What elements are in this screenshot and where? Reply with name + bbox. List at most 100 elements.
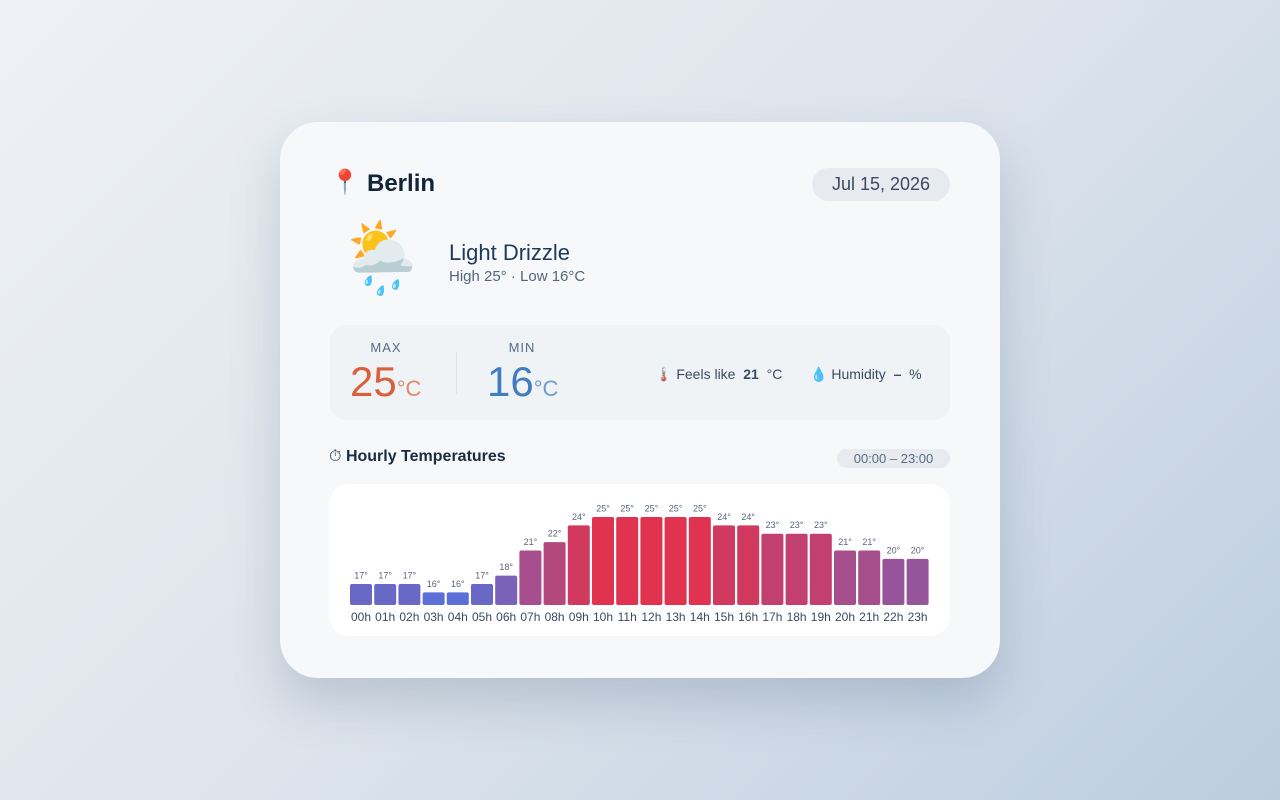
value-label: 24° <box>741 512 755 522</box>
bar <box>350 584 372 605</box>
bar <box>567 525 590 605</box>
hourly-icon: ⏱ <box>329 448 342 465</box>
x-tick-label: 11h <box>618 610 637 624</box>
x-tick-label: 16h <box>738 610 758 624</box>
condition: Light Drizzle <box>449 240 571 265</box>
bar <box>616 517 639 605</box>
value-label: 23° <box>814 520 828 530</box>
value-label: 21° <box>862 537 876 547</box>
value-label: 17° <box>403 570 417 580</box>
min-temp: 16°C <box>487 361 558 403</box>
x-tick-label: 07h <box>520 610 540 624</box>
bar <box>519 550 542 605</box>
humidity-label: Humidity <box>831 366 886 382</box>
feels-value: 21 <box>743 366 759 382</box>
bar <box>640 517 663 605</box>
value-label: 20° <box>911 545 925 555</box>
value-label: 21° <box>524 537 538 547</box>
bar <box>834 550 856 605</box>
value-label: 17° <box>378 570 392 580</box>
feels-unit: °C <box>766 366 783 382</box>
x-tick-label: 00h <box>351 610 371 624</box>
min-unit: °C <box>533 376 559 401</box>
feels-like: 🌡️ Feels like 21 °C <box>655 366 782 383</box>
bar <box>737 525 760 605</box>
min-value: 16 <box>487 358 534 405</box>
value-label: 23° <box>766 520 780 530</box>
x-tick-label: 22h <box>883 610 903 624</box>
value-label: 25° <box>669 503 683 513</box>
humidity-value: – <box>893 366 902 382</box>
bar <box>688 517 711 605</box>
x-tick-label: 08h <box>545 610 565 624</box>
weather-icon: 🌦️ <box>338 219 426 297</box>
stats-panel <box>330 325 950 420</box>
x-tick-label: 03h <box>424 610 444 624</box>
value-label: 21° <box>838 537 852 547</box>
bar <box>374 584 397 605</box>
x-tick-label: 01h <box>375 610 395 624</box>
x-tick-label: 23h <box>908 610 928 624</box>
x-tick-label: 18h <box>787 610 807 624</box>
feels-icon: 🌡️ <box>655 366 673 382</box>
value-label: 17° <box>354 570 368 580</box>
max-label: MAX <box>370 340 402 355</box>
city: Berlin <box>367 170 436 197</box>
x-tick-label: 20h <box>835 610 855 624</box>
min-label: MIN <box>508 340 536 355</box>
value-label: 25° <box>693 503 707 513</box>
hourly-chart: 17° 00h 17° 01h 17° 02h 16° 03h 16° 04h 17° 05h 18° 0… <box>350 503 929 624</box>
hourly-header: ⏱ Hourly Temperatures <box>329 448 506 466</box>
bar <box>761 533 784 605</box>
bar <box>422 592 445 605</box>
bar <box>446 592 469 605</box>
humidity-unit: % <box>909 366 922 382</box>
range-pill: 00:00 – 23:00 <box>837 449 950 468</box>
bar <box>495 575 518 605</box>
value-label: 16° <box>427 579 441 589</box>
bar <box>398 584 421 605</box>
x-tick-label: 02h <box>399 610 419 624</box>
hourly-title: Hourly Temperatures <box>345 448 506 465</box>
date-pill: Jul 15, 2026 <box>812 168 950 201</box>
value-label: 23° <box>790 520 804 530</box>
bar <box>664 517 687 605</box>
x-tick-label: 19h <box>811 610 831 624</box>
value-label: 16° <box>451 579 465 589</box>
x-tick-label: 09h <box>569 610 589 624</box>
humidity-icon: 💧 <box>810 366 828 382</box>
bar <box>471 584 493 605</box>
value-label: 22° <box>548 529 562 539</box>
x-tick-label: 04h <box>448 610 468 624</box>
x-tick-label: 10h <box>593 610 613 624</box>
value-label: 24° <box>572 512 586 522</box>
x-tick-label: 17h <box>762 610 782 624</box>
divider <box>456 352 457 394</box>
humidity: 💧 Humidity – % <box>810 366 922 383</box>
x-tick-label: 21h <box>859 610 879 624</box>
value-label: 24° <box>717 512 731 522</box>
value-label: 20° <box>887 545 901 555</box>
value-label: 18° <box>499 562 513 572</box>
feels-label: Feels like <box>676 366 736 382</box>
bar <box>713 525 735 605</box>
max-value: 25 <box>350 358 397 405</box>
value-label: 25° <box>596 503 610 513</box>
bar <box>785 533 808 605</box>
summary: High 25° · Low 16°C <box>449 268 586 285</box>
max-temp: 25°C <box>350 361 421 403</box>
bar <box>858 550 881 605</box>
value-label: 25° <box>620 503 634 513</box>
x-tick-label: 14h <box>690 610 710 624</box>
pin-icon: 📍 <box>330 169 360 196</box>
bar <box>592 517 614 605</box>
value-label: 17° <box>475 570 489 580</box>
bar <box>882 558 905 605</box>
x-tick-label: 12h <box>641 610 661 624</box>
bar <box>906 558 929 605</box>
max-unit: °C <box>396 376 422 401</box>
x-tick-label: 06h <box>496 610 516 624</box>
bar <box>809 533 832 605</box>
